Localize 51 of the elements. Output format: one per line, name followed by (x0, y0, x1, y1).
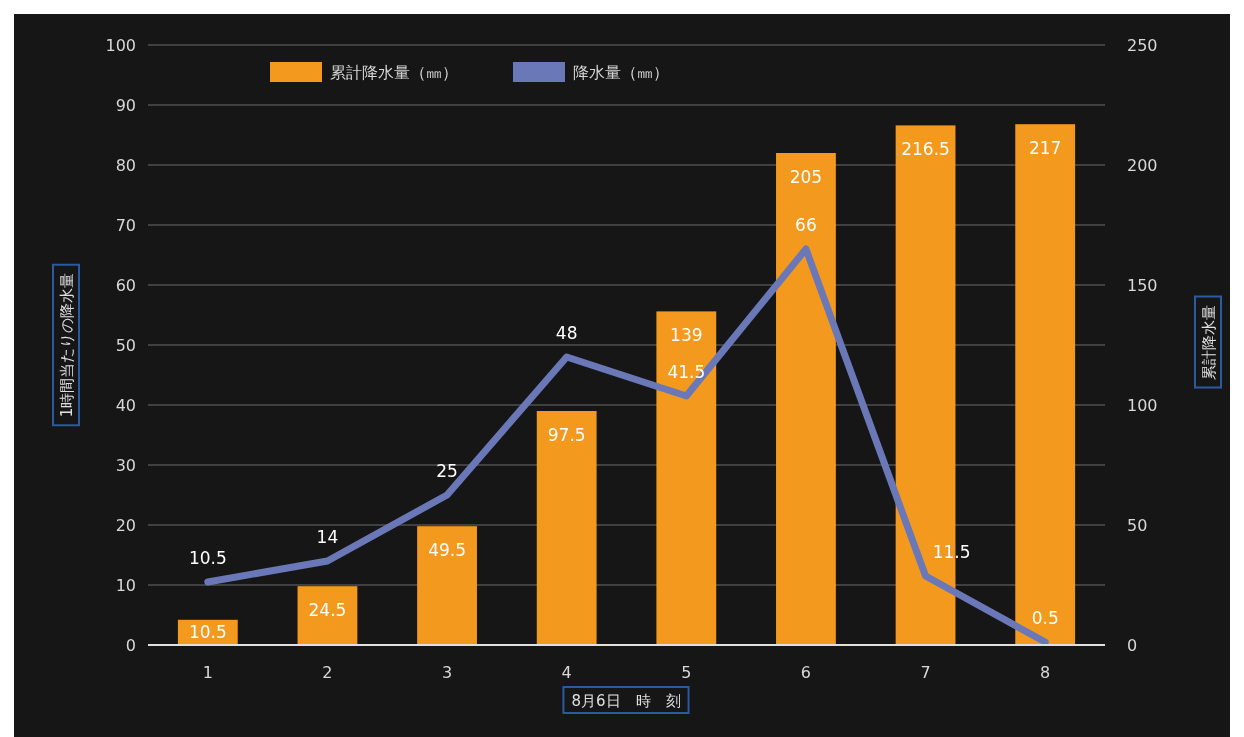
x-tick-label: 5 (681, 663, 692, 682)
y-tick-label: 100 (105, 36, 136, 55)
data-label: 97.5 (547, 425, 586, 445)
x-tick-label: 1 (202, 663, 213, 682)
data-label: 139 (670, 325, 703, 346)
data-label: 205 (789, 167, 823, 187)
y2-tick-label: 0 (1127, 636, 1138, 655)
y2-tick-label: 200 (1127, 156, 1158, 175)
data-label: 10.5 (188, 622, 227, 643)
y-tick-label: 60 (115, 276, 136, 295)
y-tick-label: 40 (115, 396, 136, 415)
y-tick-label: 50 (115, 336, 136, 355)
x-tick-label: 6 (800, 663, 812, 682)
x-tick-label: 8 (1040, 663, 1051, 682)
x-tick-label: 3 (441, 663, 453, 682)
bar (417, 526, 477, 645)
data-label: 48 (555, 323, 578, 343)
data-label: 0.5 (1031, 608, 1059, 628)
legend-label: 降水量（㎜） (573, 63, 669, 82)
data-label: 14 (316, 527, 339, 547)
x-tick-label: 4 (561, 663, 572, 682)
bar (776, 153, 836, 645)
data-label: 10.5 (188, 548, 227, 568)
bar (1015, 124, 1076, 645)
y-tick-label: 70 (115, 216, 136, 235)
y-tick-label: 80 (115, 156, 136, 175)
x-axis-title: 8月6日 時 刻 (571, 692, 681, 710)
bar (297, 586, 358, 645)
data-label: 41.5 (667, 362, 706, 382)
data-label: 216.5 (901, 139, 950, 160)
y2-tick-label: 100 (1127, 396, 1158, 415)
data-label: 24.5 (308, 600, 347, 621)
y2-tick-label: 50 (1127, 516, 1148, 535)
y-tick-label: 10 (115, 576, 136, 595)
x-tick-label: 2 (322, 663, 333, 682)
y-tick-label: 20 (115, 516, 136, 535)
y-axis-title: 1時間当たりの降水量 (58, 272, 76, 418)
data-label: 25 (436, 461, 458, 481)
y2-axis-title: 累計降水量 (1200, 304, 1218, 380)
y-tick-label: 30 (115, 456, 136, 475)
y-tick-label: 0 (125, 636, 136, 655)
bar (536, 411, 597, 645)
data-label: 66 (795, 215, 817, 235)
data-label: 49.5 (428, 540, 466, 561)
x-tick-label: 7 (920, 663, 931, 682)
y2-tick-label: 250 (1127, 36, 1158, 55)
data-label: 217 (1028, 138, 1062, 159)
legend-label: 累計降水量（㎜） (330, 63, 458, 82)
bar (656, 311, 717, 645)
y2-tick-label: 150 (1127, 276, 1158, 295)
y-tick-label: 90 (115, 96, 136, 115)
